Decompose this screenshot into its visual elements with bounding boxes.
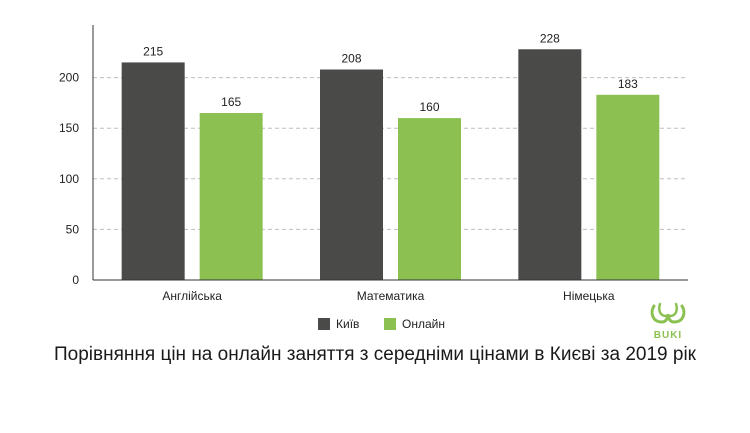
axes: 0 50 100 150 200 Англійська Математика Німецька xyxy=(59,25,688,303)
bar xyxy=(596,94,660,280)
x-tick-label: Математика xyxy=(357,289,425,303)
bars: 215 165 208 160 228 183 xyxy=(121,31,660,281)
data-label: 228 xyxy=(540,31,560,45)
legend-swatch xyxy=(384,318,396,330)
x-tick-label: Англійська xyxy=(162,289,222,303)
y-tick-label: 150 xyxy=(59,121,79,135)
legend-label: Онлайн xyxy=(402,317,445,331)
data-label: 183 xyxy=(618,77,638,91)
legend-label: Київ xyxy=(336,317,359,331)
x-tick-label: Німецька xyxy=(563,289,615,303)
y-tick-label: 0 xyxy=(72,273,79,287)
bar-chart: 215 165 208 160 228 183 0 50 100 150 200 Англійськ… xyxy=(59,25,688,331)
gridlines xyxy=(93,77,688,230)
legend: Київ Онлайн xyxy=(318,317,445,331)
y-tick-label: 50 xyxy=(66,222,80,236)
y-tick-label: 200 xyxy=(59,71,79,85)
bar xyxy=(320,69,383,280)
bar xyxy=(398,118,461,280)
chart-caption: Порівняння цін на онлайн заняття з серед… xyxy=(54,344,696,365)
y-tick-label: 100 xyxy=(59,172,79,186)
bar xyxy=(121,62,185,280)
bar xyxy=(518,49,582,280)
data-label: 165 xyxy=(221,95,241,109)
legend-swatch xyxy=(318,318,330,330)
bar xyxy=(199,113,263,281)
logo-text: BUKI xyxy=(653,330,683,341)
buki-logo-icon xyxy=(646,300,690,344)
data-label: 208 xyxy=(341,52,361,66)
data-label: 160 xyxy=(419,100,439,114)
data-label: 215 xyxy=(143,44,163,58)
